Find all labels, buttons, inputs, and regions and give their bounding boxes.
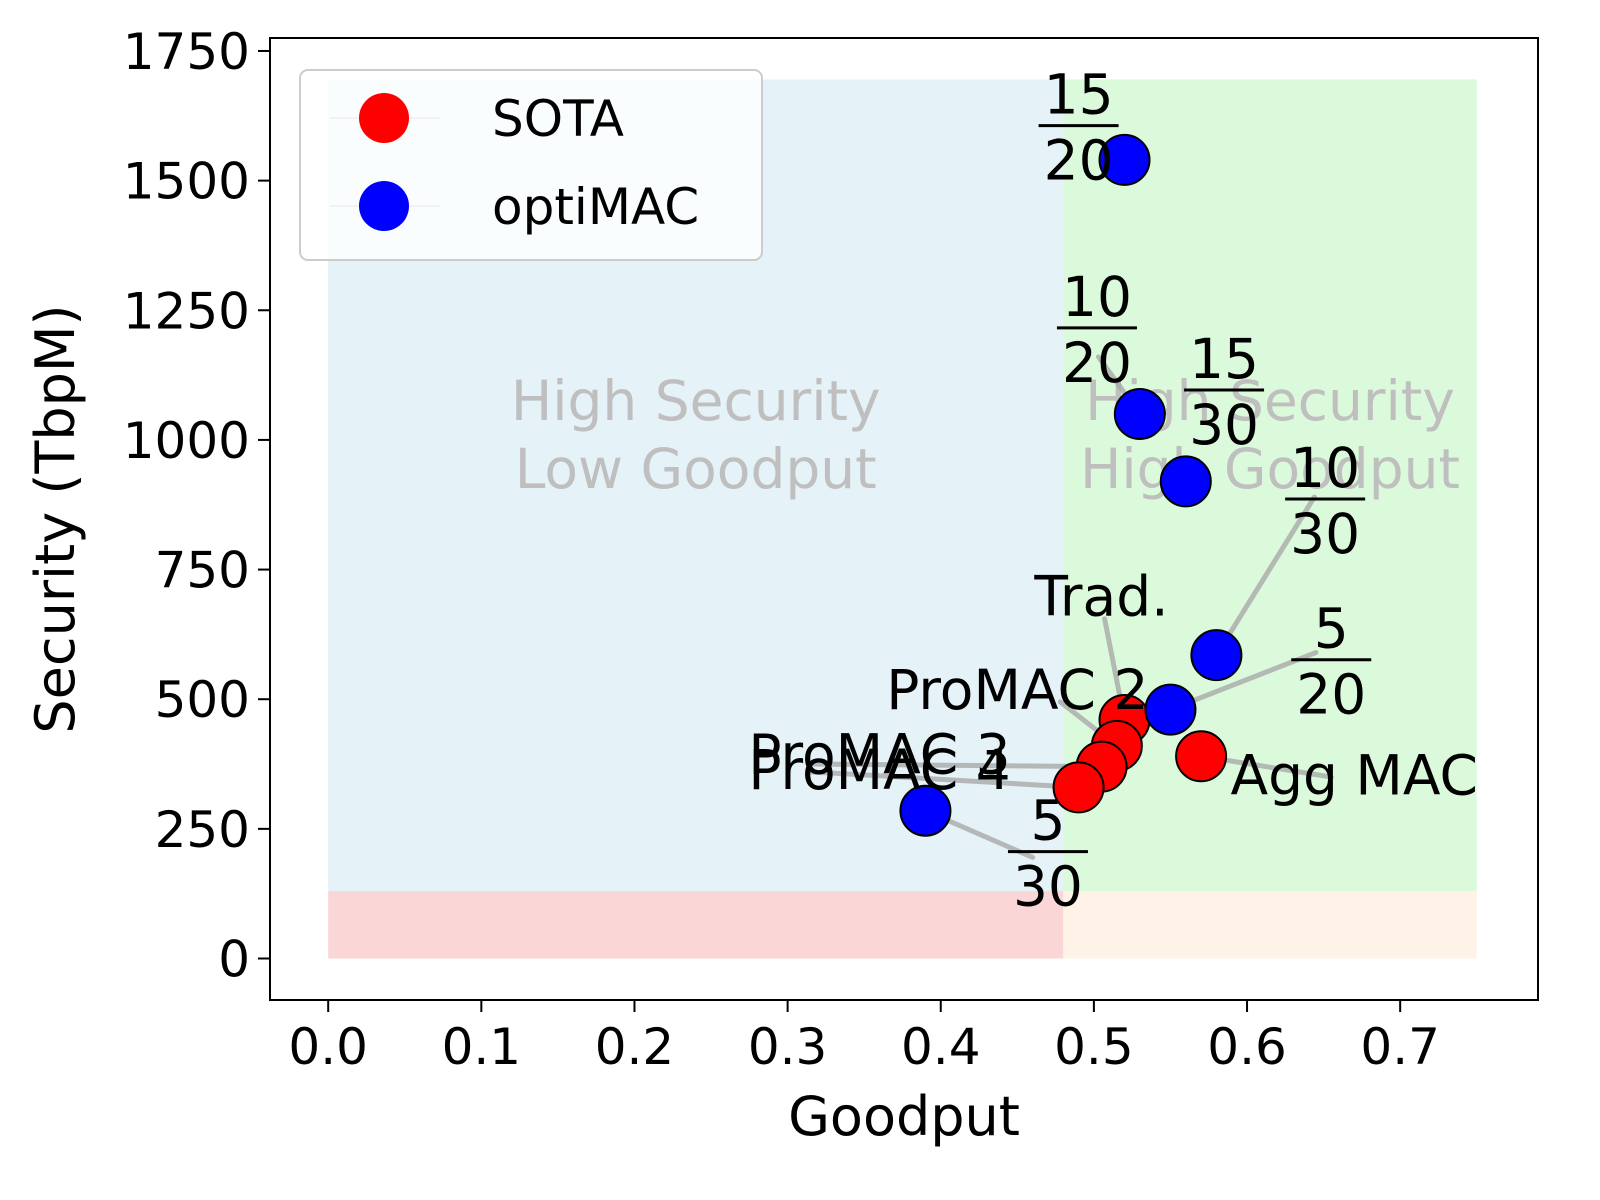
region-label: High Goodput [1080, 437, 1460, 501]
point-optimac [1190, 629, 1243, 682]
point-optimac [1098, 133, 1151, 186]
region-label: Low Goodput [515, 437, 877, 501]
point-label: ProMAC 3 [748, 723, 1010, 787]
point-label: Agg MAC [1231, 743, 1478, 807]
y-tick-label: 1000 [123, 412, 250, 470]
y-tick-label: 750 [155, 542, 250, 600]
data-points [899, 133, 1243, 837]
fraction-numerator: 15 [1189, 327, 1259, 391]
plot-frame [269, 37, 1539, 1001]
y-axis-ticks: 0 250 500 750 1000 1250 1500 1750 [123, 23, 270, 989]
y-tick-label: 1750 [123, 23, 250, 81]
fraction-denominator: 20 [1296, 663, 1366, 727]
fraction-numerator: 15 [1044, 63, 1114, 127]
fraction-numerator: 5 [1314, 597, 1349, 661]
label-arrow [808, 761, 1105, 770]
label-arrow [1167, 650, 1319, 713]
x-tick-label: 0.7 [1360, 1018, 1440, 1076]
legend: SOTA optiMAC [299, 69, 763, 261]
fraction-label: 530 [1007, 789, 1088, 919]
legend-marker-sota [359, 93, 409, 143]
fraction-denominator: 30 [1290, 502, 1360, 566]
x-tick-label: 0.0 [288, 1018, 368, 1076]
region-label: High Security [511, 369, 881, 433]
y-tick-label: 250 [155, 801, 250, 859]
label-arrow [1213, 494, 1317, 658]
point-optimac [1144, 683, 1197, 736]
x-axis-ticks: 0.0 0.1 0.2 0.3 0.4 0.5 0.6 0.7 [288, 1000, 1440, 1076]
fraction-denominator: 20 [1062, 331, 1132, 395]
label-arrow [808, 769, 1082, 790]
fraction-numerator: 5 [1030, 789, 1065, 853]
point-optimac [899, 784, 952, 837]
fraction-denominator: 20 [1044, 129, 1114, 193]
point-label: ProMAC 2 [886, 658, 1148, 722]
point-label: Trad. [1033, 564, 1168, 628]
y-axis-label: Security (TbpM) [24, 304, 87, 733]
point-sota [1175, 730, 1228, 783]
point-optimac [1159, 455, 1212, 508]
x-tick-label: 0.5 [1054, 1018, 1134, 1076]
legend-marker-optimac [359, 181, 409, 231]
fraction-denominator: 30 [1189, 393, 1259, 457]
x-tick-label: 0.3 [748, 1018, 828, 1076]
point-sota [1052, 761, 1105, 814]
x-axis-label: Goodput [788, 1085, 1020, 1148]
fraction-label: 520 [1291, 597, 1372, 727]
y-tick-label: 1250 [123, 282, 250, 340]
y-tick-label: 1500 [123, 153, 250, 211]
x-tick-label: 0.6 [1207, 1018, 1287, 1076]
region-2 [328, 891, 1064, 959]
legend-label: SOTA [492, 90, 624, 148]
fraction-numerator: 10 [1290, 436, 1360, 500]
x-tick-label: 0.1 [442, 1018, 522, 1076]
legend-label: optiMAC [492, 178, 699, 236]
point-label: ProMAC 4 [748, 738, 1010, 802]
region-3 [1063, 891, 1477, 959]
point-optimac [1113, 387, 1166, 440]
y-tick-label: 0 [218, 931, 250, 989]
x-tick-label: 0.4 [901, 1018, 981, 1076]
fraction-numerator: 10 [1062, 265, 1132, 329]
y-tick-label: 500 [155, 671, 250, 729]
x-tick-label: 0.2 [595, 1018, 675, 1076]
fraction-denominator: 30 [1013, 855, 1083, 919]
